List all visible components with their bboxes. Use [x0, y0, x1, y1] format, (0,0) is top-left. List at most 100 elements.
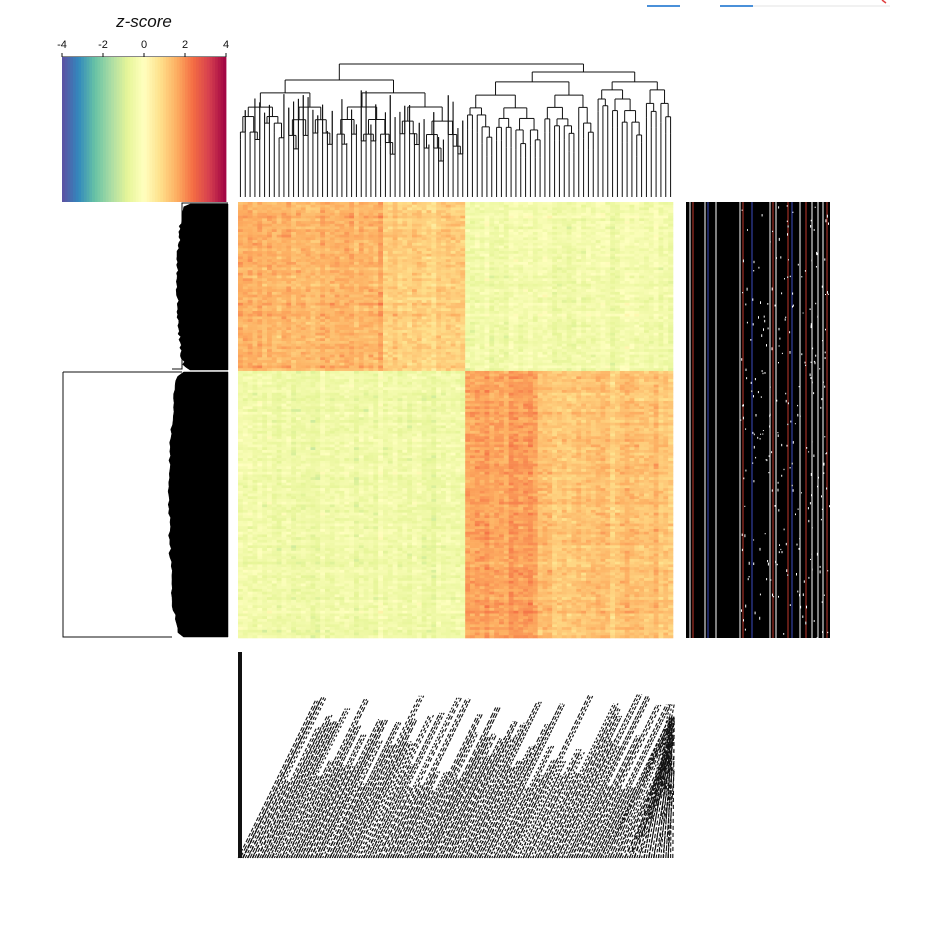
heatmap-cell — [252, 297, 258, 301]
heatmap-cell — [431, 212, 437, 216]
heatmap-cell — [455, 308, 461, 312]
heatmap-cell — [658, 248, 664, 252]
heatmap-cell — [595, 237, 601, 241]
heatmap-cell — [634, 267, 640, 271]
heatmap-cell — [484, 245, 490, 249]
heatmap-cell — [354, 289, 360, 293]
heatmap-cell — [605, 245, 611, 249]
heatmap-cell — [615, 202, 621, 206]
heatmap-cell — [547, 229, 553, 233]
heatmap-cell — [397, 242, 403, 246]
heatmap-cell — [354, 308, 360, 312]
heatmap-cell — [668, 261, 674, 265]
heatmap-cell — [421, 275, 427, 279]
heatmap-cell — [363, 338, 369, 342]
heatmap-cell — [489, 226, 495, 230]
heatmap-cell — [339, 259, 345, 263]
heatmap-cell — [648, 229, 654, 233]
heatmap-cell — [368, 278, 374, 282]
heatmap-cell — [528, 272, 534, 276]
heatmap-cell — [634, 319, 640, 323]
heatmap-cell — [344, 212, 350, 216]
heatmap-cell — [600, 297, 606, 301]
heatmap-cell — [542, 202, 548, 206]
heatmap-cell — [532, 234, 538, 238]
heatmap-cell — [503, 251, 509, 255]
heatmap-cell — [262, 251, 268, 255]
heatmap-cell — [305, 338, 311, 342]
legend-band — [97, 57, 101, 202]
heatmap-cell — [238, 324, 244, 328]
heatmap-cell — [368, 286, 374, 290]
heatmap-cell — [576, 240, 582, 244]
heatmap-cell — [426, 234, 432, 238]
heatmap-cell — [286, 294, 292, 298]
heatmap-cell — [547, 313, 553, 317]
heatmap-cell — [586, 330, 592, 334]
heatmap-cell — [305, 311, 311, 315]
heatmap-cell — [600, 321, 606, 325]
heatmap-cell — [484, 242, 490, 246]
heatmap-cell — [557, 332, 563, 336]
heatmap-cell — [653, 207, 659, 211]
heatmap-cell — [465, 259, 471, 263]
heatmap-cell — [499, 332, 505, 336]
heatmap-cell — [363, 202, 369, 206]
heatmap-cell — [325, 313, 331, 317]
heatmap-cell — [566, 311, 572, 315]
heatmap-cell — [590, 207, 596, 211]
heatmap-cell — [247, 248, 253, 252]
heatmap-cell — [619, 319, 625, 323]
heatmap-cell — [407, 289, 413, 293]
heatmap-cell — [571, 308, 577, 312]
heatmap-cell — [581, 286, 587, 290]
heatmap-cell — [238, 335, 244, 339]
heatmap-cell — [276, 218, 282, 222]
heatmap-cell — [581, 207, 587, 211]
heatmap-cell — [513, 330, 519, 334]
heatmap-cell — [619, 226, 625, 230]
heatmap-cell — [421, 289, 427, 293]
heatmap-cell — [639, 223, 645, 227]
heatmap-cell — [610, 319, 616, 323]
heatmap-cell — [363, 245, 369, 249]
heatmap-cell — [291, 278, 297, 282]
heatmap-cell — [247, 294, 253, 298]
heatmap-cell — [242, 313, 248, 317]
close-icon[interactable] — [881, 0, 887, 4]
heatmap-cell — [615, 256, 621, 260]
heatmap-cell — [610, 332, 616, 336]
heatmap-cell — [358, 286, 364, 290]
heatmap-cell — [460, 319, 466, 323]
heatmap-cell — [392, 223, 398, 227]
heatmap-cell — [344, 248, 350, 252]
heatmap-cell — [610, 242, 616, 246]
heatmap-cell — [267, 275, 273, 279]
heatmap-cell — [484, 253, 490, 257]
heatmap-cell — [397, 321, 403, 325]
heatmap-cell — [334, 234, 340, 238]
heatmap-cell — [257, 286, 263, 290]
heatmap-cell — [276, 259, 282, 263]
heatmap-cell — [412, 278, 418, 282]
heatmap-cell — [416, 215, 422, 219]
heatmap-cell — [610, 264, 616, 268]
heatmap-cell — [441, 332, 447, 336]
heatmap-cell — [474, 286, 480, 290]
heatmap-cell — [387, 218, 393, 222]
heatmap-cell — [634, 229, 640, 233]
heatmap-cell — [392, 332, 398, 336]
heatmap-cell — [537, 245, 543, 249]
heatmap-cell — [518, 204, 524, 208]
heatmap-cell — [421, 237, 427, 241]
heatmap-cell — [552, 275, 558, 279]
heatmap-cell — [489, 316, 495, 320]
heatmap-cell — [387, 289, 393, 293]
heatmap-cell — [445, 259, 451, 263]
heatmap-cell — [271, 259, 277, 263]
heatmap-cell — [629, 234, 635, 238]
heatmap-cell — [586, 313, 592, 317]
heatmap-cell — [392, 245, 398, 249]
heatmap-cell — [402, 202, 408, 206]
heatmap-cell — [310, 245, 316, 249]
